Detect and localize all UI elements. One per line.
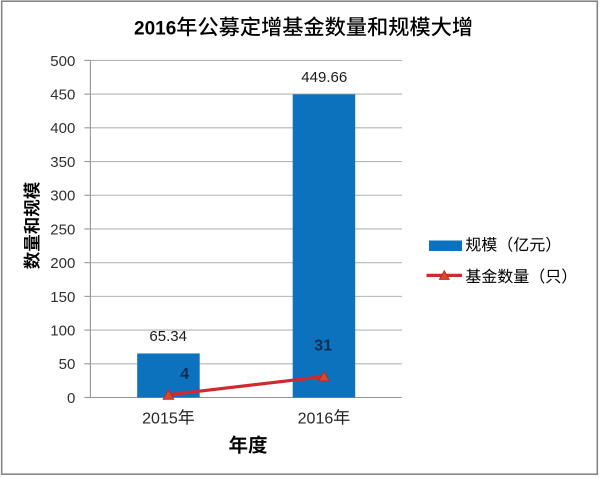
svg-text:250: 250 (50, 221, 75, 238)
svg-text:500: 500 (50, 53, 75, 70)
svg-text:450: 450 (50, 87, 75, 104)
svg-text:350: 350 (50, 154, 75, 171)
svg-text:31: 31 (314, 338, 332, 355)
svg-text:0: 0 (67, 390, 75, 407)
svg-text:4: 4 (180, 366, 189, 383)
svg-text:2016: 2016 (134, 19, 176, 40)
svg-text:150: 150 (50, 289, 75, 306)
svg-text:2015: 2015 (142, 410, 178, 427)
svg-text:2016: 2016 (298, 410, 334, 427)
svg-text:65.34: 65.34 (149, 328, 187, 345)
svg-text:400: 400 (50, 120, 75, 137)
svg-text:100: 100 (50, 322, 75, 339)
svg-text:50: 50 (59, 356, 76, 373)
svg-text:449.66: 449.66 (301, 69, 347, 86)
svg-text:200: 200 (50, 255, 75, 272)
svg-text:300: 300 (50, 188, 75, 205)
